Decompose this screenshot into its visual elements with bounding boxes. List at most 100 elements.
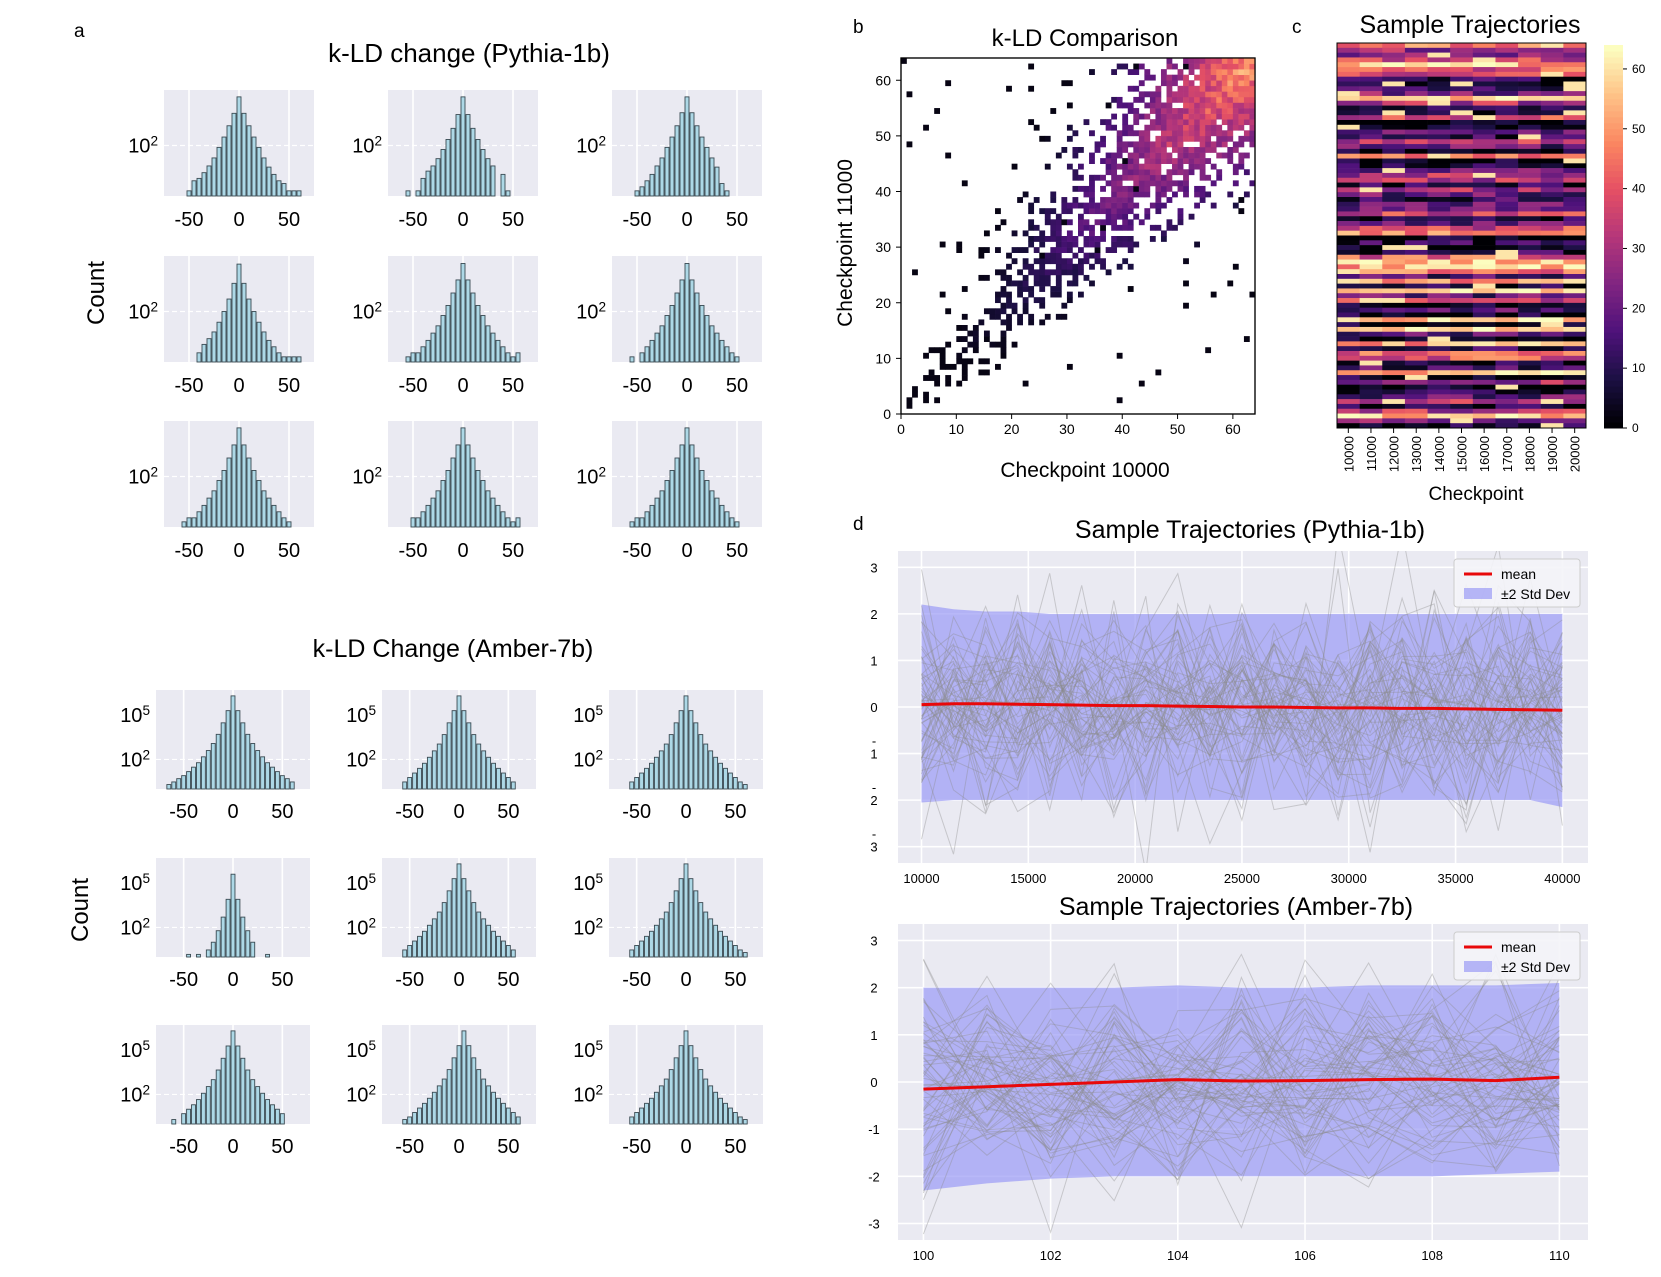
heatmap-cell: [1563, 351, 1587, 357]
histogram-bar: [205, 1086, 211, 1125]
pythia-trajectories-plot: 10000 15000 20000 25000 30000 35000 400003210-…: [870, 551, 1588, 886]
histogram-bar: [704, 480, 710, 528]
heatmap-cell: [1144, 147, 1151, 153]
heatmap-cell: [1495, 336, 1519, 342]
heatmap-cell: [1072, 280, 1079, 287]
histogram-bar: [450, 457, 456, 528]
heatmap-cell: [1540, 62, 1564, 68]
heatmap-cell: [1427, 153, 1451, 159]
histogram-bar: [220, 1057, 226, 1125]
heatmap-cell: [1382, 293, 1406, 299]
heatmap-cell: [1066, 263, 1073, 270]
heatmap-cell: [1359, 192, 1383, 198]
heatmap-cell: [1227, 124, 1234, 131]
histogram-bar: [683, 695, 689, 790]
heatmap-cell: [1006, 280, 1012, 287]
heatmap-cell: [1066, 363, 1073, 370]
heatmap-cell: [1044, 213, 1051, 220]
histogram-bar: [654, 165, 660, 197]
histogram-bar: [420, 177, 426, 197]
heatmap-cell: [1083, 258, 1090, 265]
heatmap-cell: [1083, 274, 1090, 281]
heatmap-cell: [1495, 100, 1519, 106]
trajectory-line: [921, 613, 1563, 801]
panel-letter-a: a: [74, 21, 85, 42]
heatmap-cell: [1221, 96, 1228, 103]
heatmap-cell: [1382, 192, 1406, 198]
heatmap-cell: [1359, 384, 1383, 390]
heatmap-cell: [1089, 280, 1095, 287]
heatmap-cell: [1078, 174, 1084, 181]
heatmap-cell: [1028, 319, 1035, 326]
heatmap-cell: [1404, 206, 1428, 212]
y-tick-label: 10: [875, 350, 891, 366]
histogram-bar: [445, 470, 451, 528]
heatmap-cell: [1094, 147, 1101, 153]
trajectory-line: [922, 953, 1560, 1112]
heatmap-cell: [1337, 172, 1360, 179]
heatmap-cell: [1127, 158, 1134, 164]
y-tick-label: 105: [573, 703, 603, 728]
histogram-bar: [495, 339, 501, 363]
heatmap-cell: [1122, 258, 1129, 265]
heatmap-cell: [1337, 375, 1360, 381]
histogram-bar: [412, 1112, 417, 1125]
heatmap-cell: [1518, 201, 1542, 207]
heatmap-cell: [1382, 57, 1406, 63]
heatmap-cell: [1155, 119, 1162, 126]
heatmap-cell: [1450, 71, 1474, 77]
heatmap-cell: [1172, 74, 1178, 81]
histogram-bar: [659, 490, 665, 528]
heatmap-cell: [1188, 91, 1195, 98]
heatmap-cell: [1083, 202, 1090, 209]
heatmap-cell: [1111, 174, 1118, 181]
heatmap-cell: [1160, 102, 1167, 109]
colorbar-segment: [1604, 45, 1623, 52]
heatmap-cell: [1133, 130, 1140, 137]
heatmap-cell: [1166, 158, 1173, 164]
heatmap-cell: [1061, 302, 1068, 309]
heatmap-cell: [1337, 201, 1360, 207]
heatmap-cell: [1540, 259, 1564, 265]
heatmap-cell: [1188, 85, 1195, 92]
heatmap-cell: [1382, 274, 1406, 280]
heatmap-cell: [1199, 58, 1206, 64]
heatmap-cell: [967, 341, 974, 348]
heatmap-cell: [1518, 148, 1542, 154]
histogram-bar: [653, 924, 659, 958]
heatmap-cell: [1427, 283, 1451, 289]
heatmap-cell: [972, 347, 979, 354]
colorbar-segment: [1604, 404, 1623, 411]
histogram-bar: [231, 282, 237, 363]
heatmap-cell: [1061, 236, 1068, 242]
histogram-bar: [216, 321, 222, 363]
heatmap-cell: [1105, 247, 1112, 253]
heatmap-cell: [1116, 202, 1123, 209]
heatmap-cell: [1518, 307, 1542, 313]
heatmap-cell: [1540, 76, 1564, 82]
heatmap-cell: [1183, 96, 1189, 103]
heatmap-cell: [1404, 105, 1428, 111]
heatmap-cell: [1337, 43, 1360, 49]
heatmap-cell: [1160, 158, 1167, 164]
heatmap-cell: [1450, 360, 1474, 366]
heatmap-cell: [1359, 423, 1383, 429]
heatmap-cell: [1563, 62, 1587, 68]
trajectory-line: [921, 551, 1563, 791]
heatmap-cell: [1404, 192, 1428, 198]
histogram-bar: [496, 1097, 501, 1125]
heatmap-cell: [1243, 169, 1250, 176]
heatmap-cell: [1382, 81, 1406, 87]
heatmap-cell: [1138, 180, 1145, 187]
heatmap-cell: [1450, 110, 1474, 116]
histogram-bar: [639, 772, 644, 790]
heatmap-cell: [1249, 102, 1256, 109]
heatmap-cell: [1450, 365, 1474, 371]
histogram-bar: [490, 165, 496, 197]
heatmap-cell: [1122, 174, 1129, 181]
heatmap-cell: [1404, 331, 1428, 337]
heatmap-cell: [1100, 208, 1106, 215]
heatmap-cell: [1518, 399, 1542, 405]
histogram-bar: [732, 1112, 738, 1125]
